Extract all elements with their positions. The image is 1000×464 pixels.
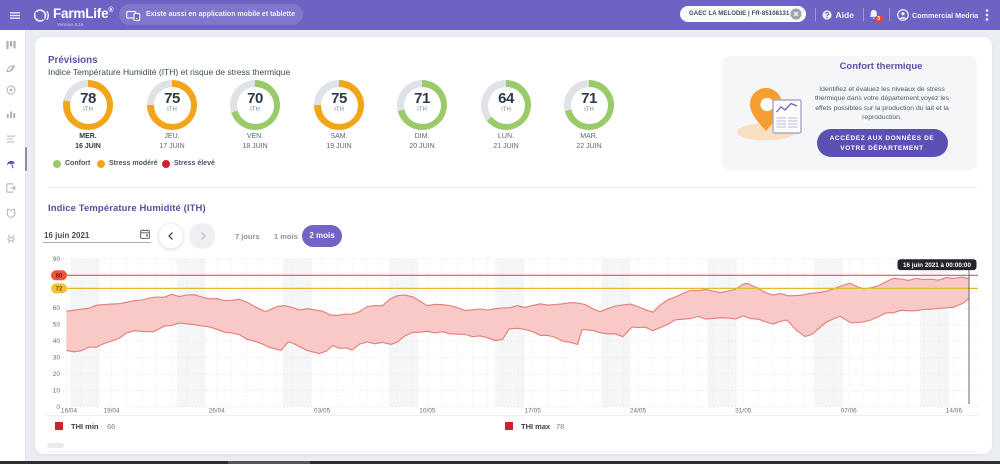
svg-text:50: 50 (53, 322, 61, 329)
svg-text:03/05: 03/05 (314, 408, 331, 415)
svg-text:60: 60 (53, 305, 61, 312)
svg-text:20: 20 (53, 371, 61, 378)
svg-text:16 juin 2021 à 00:00:00: 16 juin 2021 à 00:00:00 (903, 262, 971, 269)
svg-text:24/05: 24/05 (630, 408, 647, 415)
svg-text:80: 80 (56, 274, 63, 280)
svg-text:90: 90 (53, 256, 61, 263)
svg-text:40: 40 (53, 338, 61, 345)
svg-text:31/05: 31/05 (735, 408, 752, 415)
svg-text:17/05: 17/05 (525, 408, 542, 415)
svg-text:07/06: 07/06 (840, 408, 857, 415)
svg-text:26/04: 26/04 (209, 408, 226, 415)
svg-text:10: 10 (53, 388, 61, 395)
svg-text:14/06: 14/06 (946, 408, 963, 415)
svg-text:19/04: 19/04 (103, 408, 120, 415)
svg-text:30: 30 (53, 355, 61, 362)
svg-text:0: 0 (56, 404, 60, 411)
svg-text:72: 72 (56, 287, 63, 293)
svg-text:16/04: 16/04 (61, 408, 78, 415)
svg-text:10/05: 10/05 (419, 408, 436, 415)
